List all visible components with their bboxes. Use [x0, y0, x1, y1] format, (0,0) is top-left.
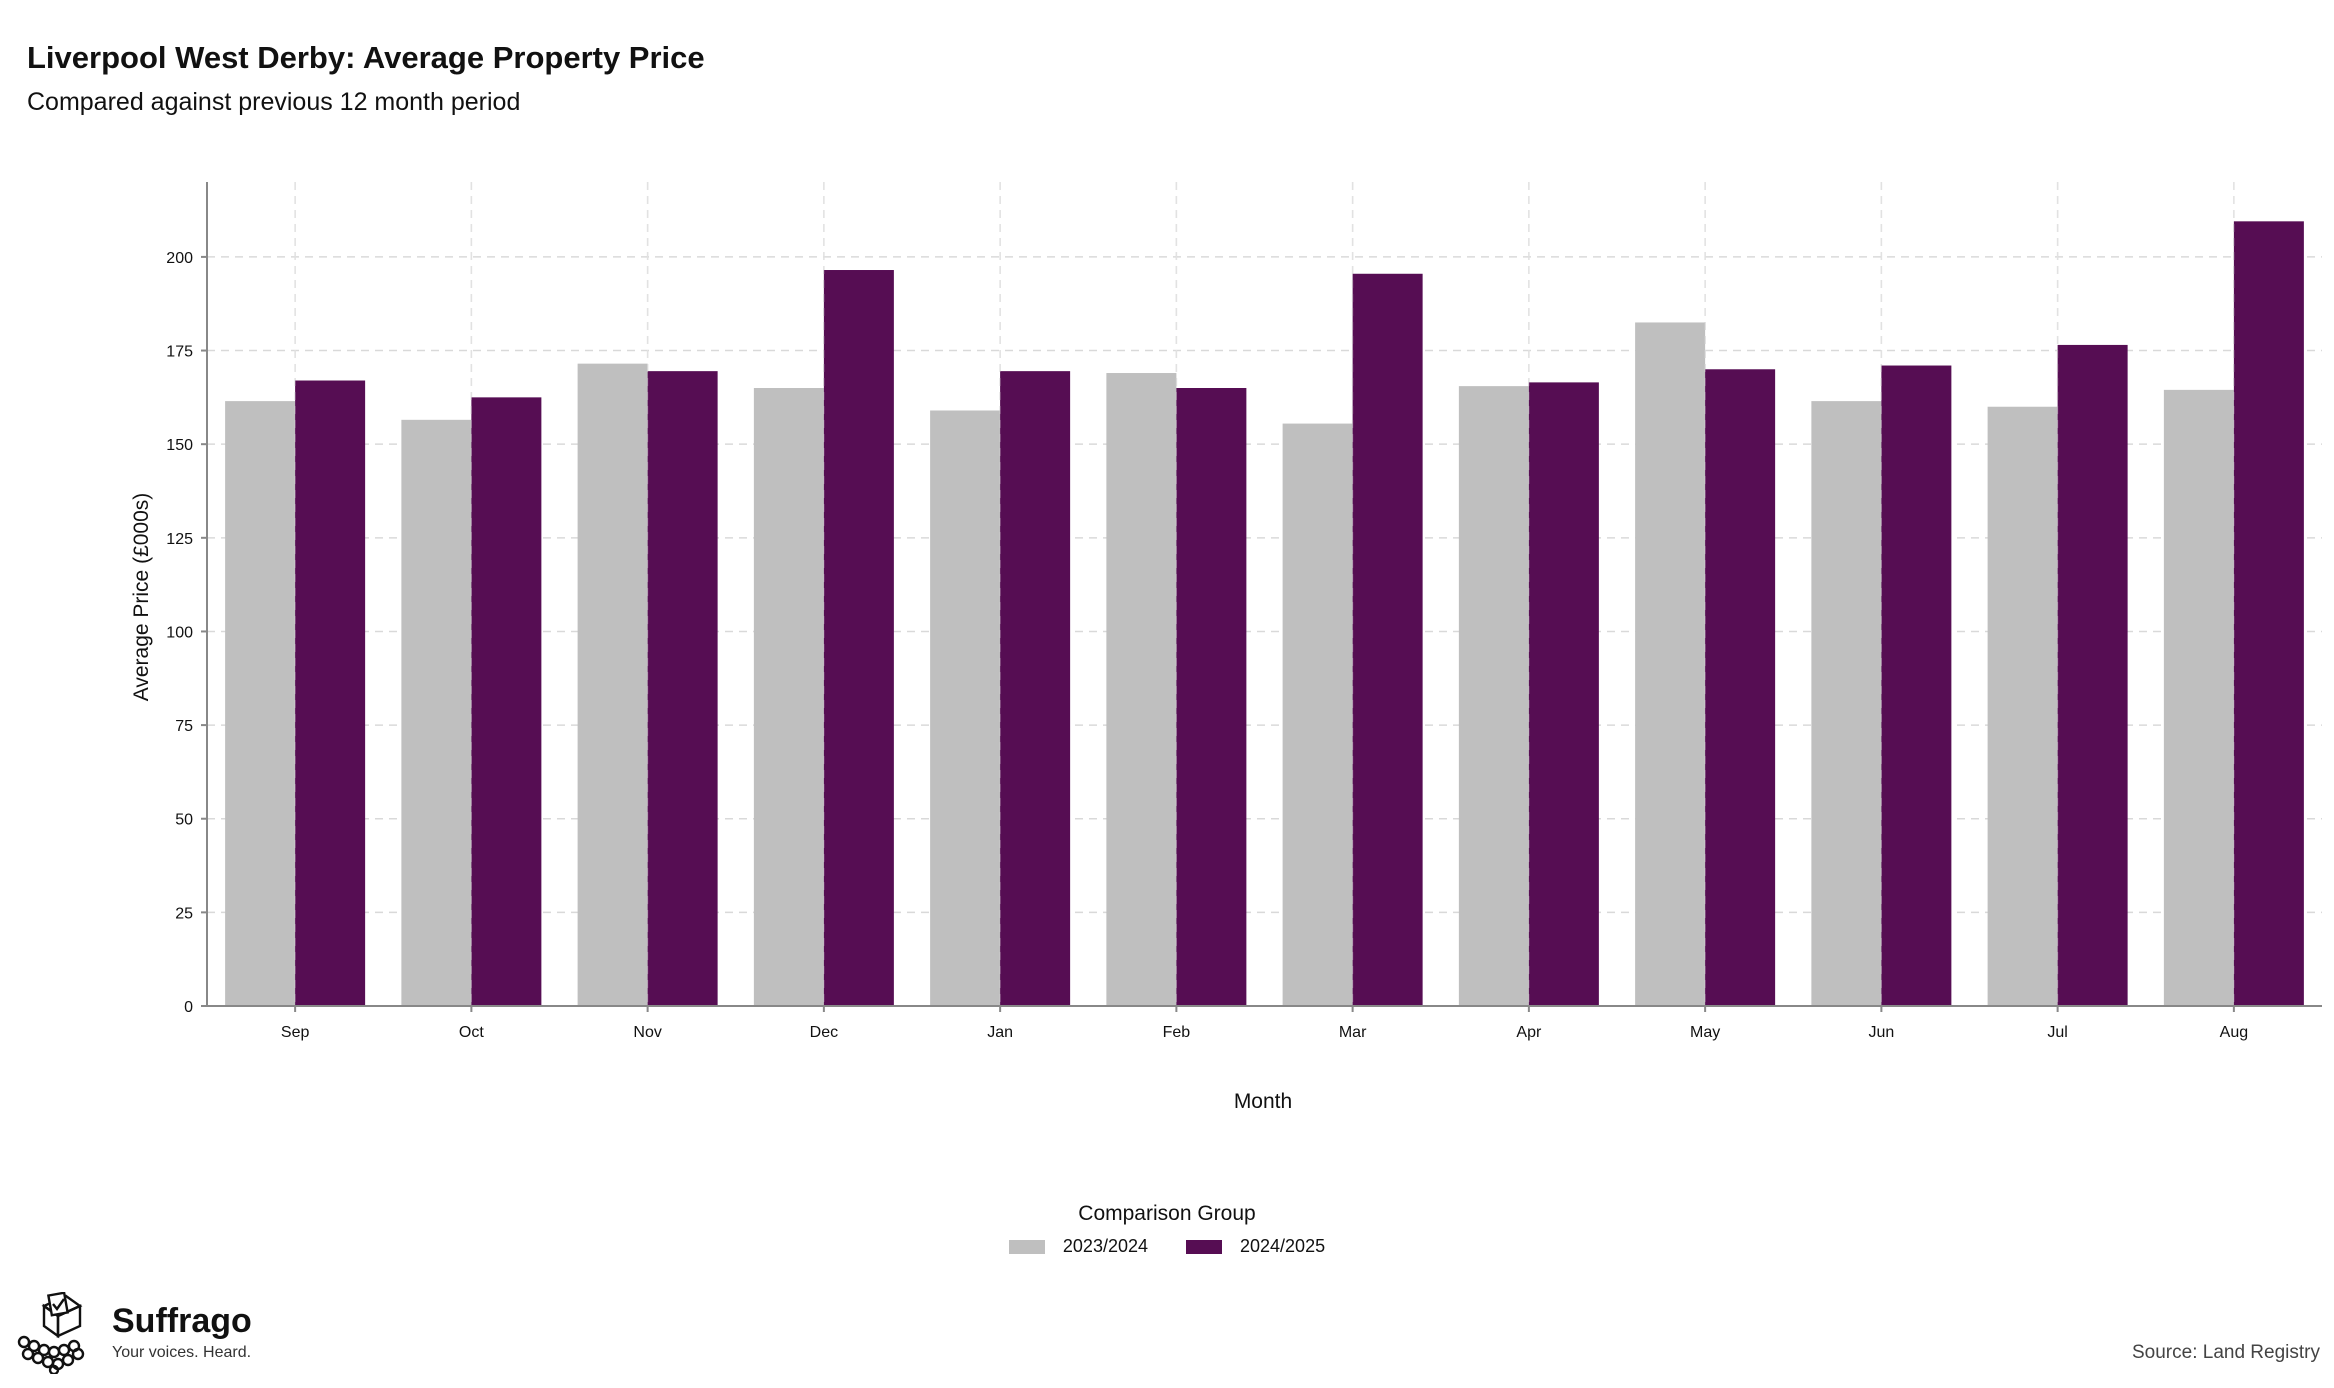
y-tick-label: 0 [184, 999, 193, 1016]
legend-label-2023-2024: 2023/2024 [1062, 1236, 1148, 1256]
legend-label-2024-2025: 2024/2025 [1240, 1236, 1326, 1256]
y-tick-label: 175 [166, 344, 193, 361]
source-note: Source: Land Registry [2132, 1342, 2320, 1363]
bar-2024-2025-jun [1881, 365, 1952, 1006]
bar-2024-2025-mar [1352, 273, 1423, 1006]
legend-swatch-2024-2025 [1186, 1239, 1222, 1254]
x-tick-label: Oct [459, 1024, 484, 1041]
brand-tagline: Your voices. Heard. [112, 1344, 252, 1361]
bar-2024-2025-jul [2057, 344, 2128, 1007]
brand-logo: Suffrago Your voices. Heard. [14, 1292, 252, 1374]
bar-2023-2024-sep [225, 401, 296, 1006]
y-tick-label: 100 [166, 624, 193, 641]
legend-title: Comparison Group [1078, 1202, 1256, 1225]
axes [201, 182, 2322, 1012]
chart-title: Liverpool West Derby: Average Property P… [27, 40, 705, 75]
brand-name: Suffrago [112, 1302, 252, 1340]
bar-2024-2025-apr [1528, 382, 1599, 1006]
bar-2023-2024-jun [1811, 401, 1882, 1006]
legend-items: 2023/2024 2024/2025 [0, 1236, 2334, 1257]
bar-2023-2024-nov [577, 363, 648, 1006]
legend-swatch-2023-2024 [1008, 1239, 1045, 1254]
bars [225, 182, 2304, 1007]
x-tick-label: Jun [1868, 1024, 1894, 1041]
bar-2023-2024-dec [753, 388, 824, 1006]
bar-chart: 0 25 50 75 100 125 150 175 200 Sep Oct Nov Dec Jan Feb… [130, 182, 2322, 1113]
bar-2023-2024-oct [401, 419, 472, 1006]
x-tick-label: Dec [810, 1024, 838, 1041]
chart-subtitle: Compared against previous 12 month perio… [27, 88, 521, 116]
bar-2023-2024-aug [2163, 389, 2234, 1006]
y-tick-label: 50 [175, 812, 193, 829]
y-tick-label: 75 [175, 718, 193, 735]
bar-2023-2024-feb [1106, 373, 1177, 1006]
bar-2023-2024-apr [1458, 386, 1529, 1006]
ballot-box-icon [17, 1292, 85, 1374]
bar-2024-2025-dec [823, 270, 894, 1006]
legend-item-2023-2024: 2023/2024 [1008, 1236, 1148, 1257]
x-axis-title: Month [1234, 1090, 1292, 1113]
y-tick-label: 150 [166, 437, 193, 454]
bar-2023-2024-may [1635, 322, 1706, 1006]
x-tick-label: Apr [1516, 1024, 1542, 1041]
bar-2024-2025-may [1705, 369, 1776, 1007]
bar-2024-2025-nov [647, 371, 718, 1006]
tick-labels: 0 25 50 75 100 125 150 175 200 Sep Oct Nov Dec Jan Feb… [166, 250, 2248, 1041]
legend-item-2024-2025: 2024/2025 [1186, 1236, 1325, 1257]
bar-2024-2025-aug [2233, 221, 2304, 1006]
y-tick-label: 25 [175, 905, 193, 922]
bar-2024-2025-sep [295, 380, 366, 1006]
bar-2023-2024-jul [1987, 406, 2058, 1006]
x-tick-label: Jan [987, 1024, 1013, 1041]
x-tick-label: Jul [2047, 1024, 2067, 1041]
legend: Comparison Group 2023/2024 2024/2025 [0, 1202, 2334, 1257]
x-tick-label: May [1690, 1024, 1720, 1041]
bar-2024-2025-oct [471, 397, 542, 1006]
x-tick-label: Mar [1339, 1024, 1367, 1041]
y-tick-label: 125 [166, 531, 193, 548]
x-tick-label: Sep [281, 1024, 310, 1041]
y-tick-label: 200 [166, 250, 193, 267]
bar-2023-2024-mar [1282, 423, 1353, 1007]
y-axis-title: Average Price (£000s) [130, 493, 153, 702]
bar-2024-2025-jan [1000, 371, 1071, 1006]
bar-2024-2025-feb [1176, 388, 1247, 1006]
x-tick-label: Nov [633, 1024, 661, 1041]
x-tick-label: Feb [1163, 1024, 1191, 1041]
bar-2023-2024-jan [930, 410, 1001, 1006]
x-tick-label: Aug [2220, 1024, 2248, 1041]
